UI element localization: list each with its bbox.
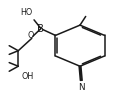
Text: O: O: [27, 31, 33, 40]
Text: N: N: [78, 83, 85, 92]
Text: HO: HO: [21, 8, 33, 17]
Text: B: B: [37, 24, 44, 34]
Text: OH: OH: [21, 72, 34, 81]
